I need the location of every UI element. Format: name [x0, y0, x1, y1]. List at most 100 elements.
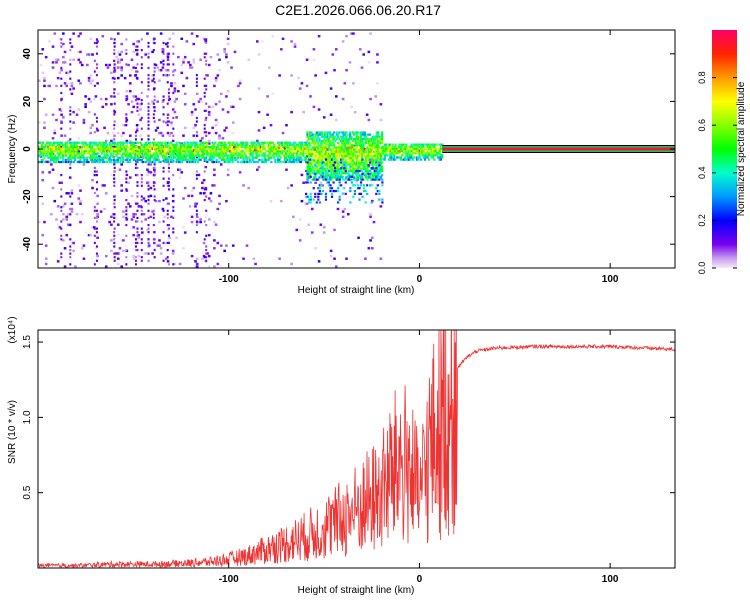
heatmap-cell	[41, 202, 45, 205]
heatmap-cell	[93, 41, 96, 45]
heatmap-cell	[311, 169, 314, 173]
heatmap-cell	[373, 154, 376, 158]
heatmap-cell	[203, 220, 206, 223]
heatmap-cell	[406, 149, 409, 153]
heatmap-cell	[367, 174, 370, 177]
y-tick-label: 20	[22, 95, 33, 107]
heatmap-cell	[140, 158, 143, 161]
heatmap-cell	[334, 150, 337, 153]
heatmap-cell	[174, 150, 177, 153]
heatmap-cell	[297, 76, 300, 80]
heatmap-cell	[162, 156, 165, 159]
heatmap-cell	[341, 97, 345, 101]
heatmap-cell	[362, 144, 365, 147]
heatmap-cell	[309, 165, 312, 168]
heatmap-cell	[358, 165, 361, 168]
heatmap-cell	[318, 192, 321, 195]
heatmap-cell	[155, 158, 158, 161]
heatmap-cell	[361, 146, 364, 149]
heatmap-cell	[337, 169, 340, 173]
heatmap-cell	[242, 150, 245, 153]
heatmap-cell	[50, 163, 53, 166]
heatmap-cell	[301, 143, 304, 146]
heatmap-cell	[84, 148, 87, 151]
heatmap-cell	[262, 126, 266, 130]
heatmap-cell	[287, 160, 290, 164]
heatmap-cell	[215, 154, 218, 157]
heatmap-cell	[333, 150, 336, 153]
heatmap-cell	[213, 220, 216, 224]
heatmap-cell	[425, 156, 428, 159]
heatmap-cell	[377, 133, 380, 136]
heatmap-cell	[80, 145, 83, 149]
heatmap-cell	[371, 165, 374, 168]
heatmap-cell	[222, 152, 225, 155]
heatmap-cell	[252, 160, 256, 164]
heatmap-cell	[338, 198, 341, 201]
heatmap-cell	[280, 141, 284, 144]
heatmap-cell	[195, 215, 199, 219]
heatmap-cell	[132, 145, 135, 149]
heatmap-cell	[43, 126, 46, 130]
heatmap-cell	[439, 147, 443, 151]
snr-series	[38, 330, 675, 568]
heatmap-cell	[342, 157, 345, 160]
colorbar-label: Normalized spectral amplitude	[736, 81, 747, 216]
heatmap-cell	[84, 143, 87, 146]
heatmap-cell	[132, 143, 135, 146]
heatmap-cell	[224, 150, 228, 153]
heatmap-cell	[207, 139, 211, 143]
heatmap-cell	[120, 134, 123, 137]
heatmap-cell	[410, 156, 413, 159]
heatmap-cell	[357, 137, 360, 141]
heatmap-cell	[381, 146, 384, 149]
heatmap-cell	[67, 139, 70, 143]
heatmap-cell	[196, 145, 200, 149]
heatmap-cell	[69, 163, 72, 166]
heatmap-cell	[255, 160, 258, 164]
heatmap-cell	[125, 49, 128, 52]
heatmap-cell	[338, 181, 341, 184]
y-tick-label: 40	[22, 48, 33, 60]
heatmap-cell	[214, 152, 217, 155]
heatmap-cell	[178, 158, 181, 161]
heatmap-cell	[183, 55, 187, 59]
heatmap-cell	[322, 172, 325, 175]
heatmap-cell	[377, 161, 380, 164]
heatmap-cell	[426, 149, 429, 153]
heatmap-cell	[79, 189, 82, 192]
heatmap-cell	[40, 152, 43, 155]
heatmap-cell	[254, 143, 257, 146]
heatmap-cell	[95, 181, 98, 184]
heatmap-cell	[222, 145, 225, 149]
heatmap-cell	[195, 148, 198, 151]
heatmap-cell	[166, 102, 169, 105]
heatmap-cell	[351, 139, 354, 143]
heatmap-cell	[191, 156, 194, 159]
heatmap-cell	[184, 154, 188, 157]
heatmap-cell	[413, 147, 416, 151]
heatmap-cell	[160, 148, 164, 151]
heatmap-cell	[306, 176, 309, 179]
heatmap-cell	[381, 167, 384, 171]
heatmap-cell	[130, 150, 133, 153]
heatmap-cell	[131, 156, 134, 159]
heatmap-cell	[309, 198, 312, 201]
heatmap-cell	[242, 156, 245, 159]
heatmap-cell	[178, 160, 181, 164]
heatmap-cell	[438, 143, 441, 146]
heatmap-cell	[205, 63, 208, 66]
heatmap-cell	[113, 49, 116, 52]
heatmap-cell	[153, 166, 156, 170]
heatmap-cell	[192, 126, 196, 130]
heatmap-cell	[39, 152, 42, 155]
heatmap-cell	[397, 145, 400, 148]
heatmap-cell	[171, 143, 174, 146]
heatmap-cell	[113, 220, 116, 223]
heatmap-cell	[309, 174, 312, 177]
heatmap-cell	[268, 154, 272, 157]
heatmap-cell	[113, 206, 116, 209]
heatmap-cell	[231, 148, 234, 151]
heatmap-cell	[115, 158, 118, 161]
heatmap-cell	[251, 154, 254, 157]
